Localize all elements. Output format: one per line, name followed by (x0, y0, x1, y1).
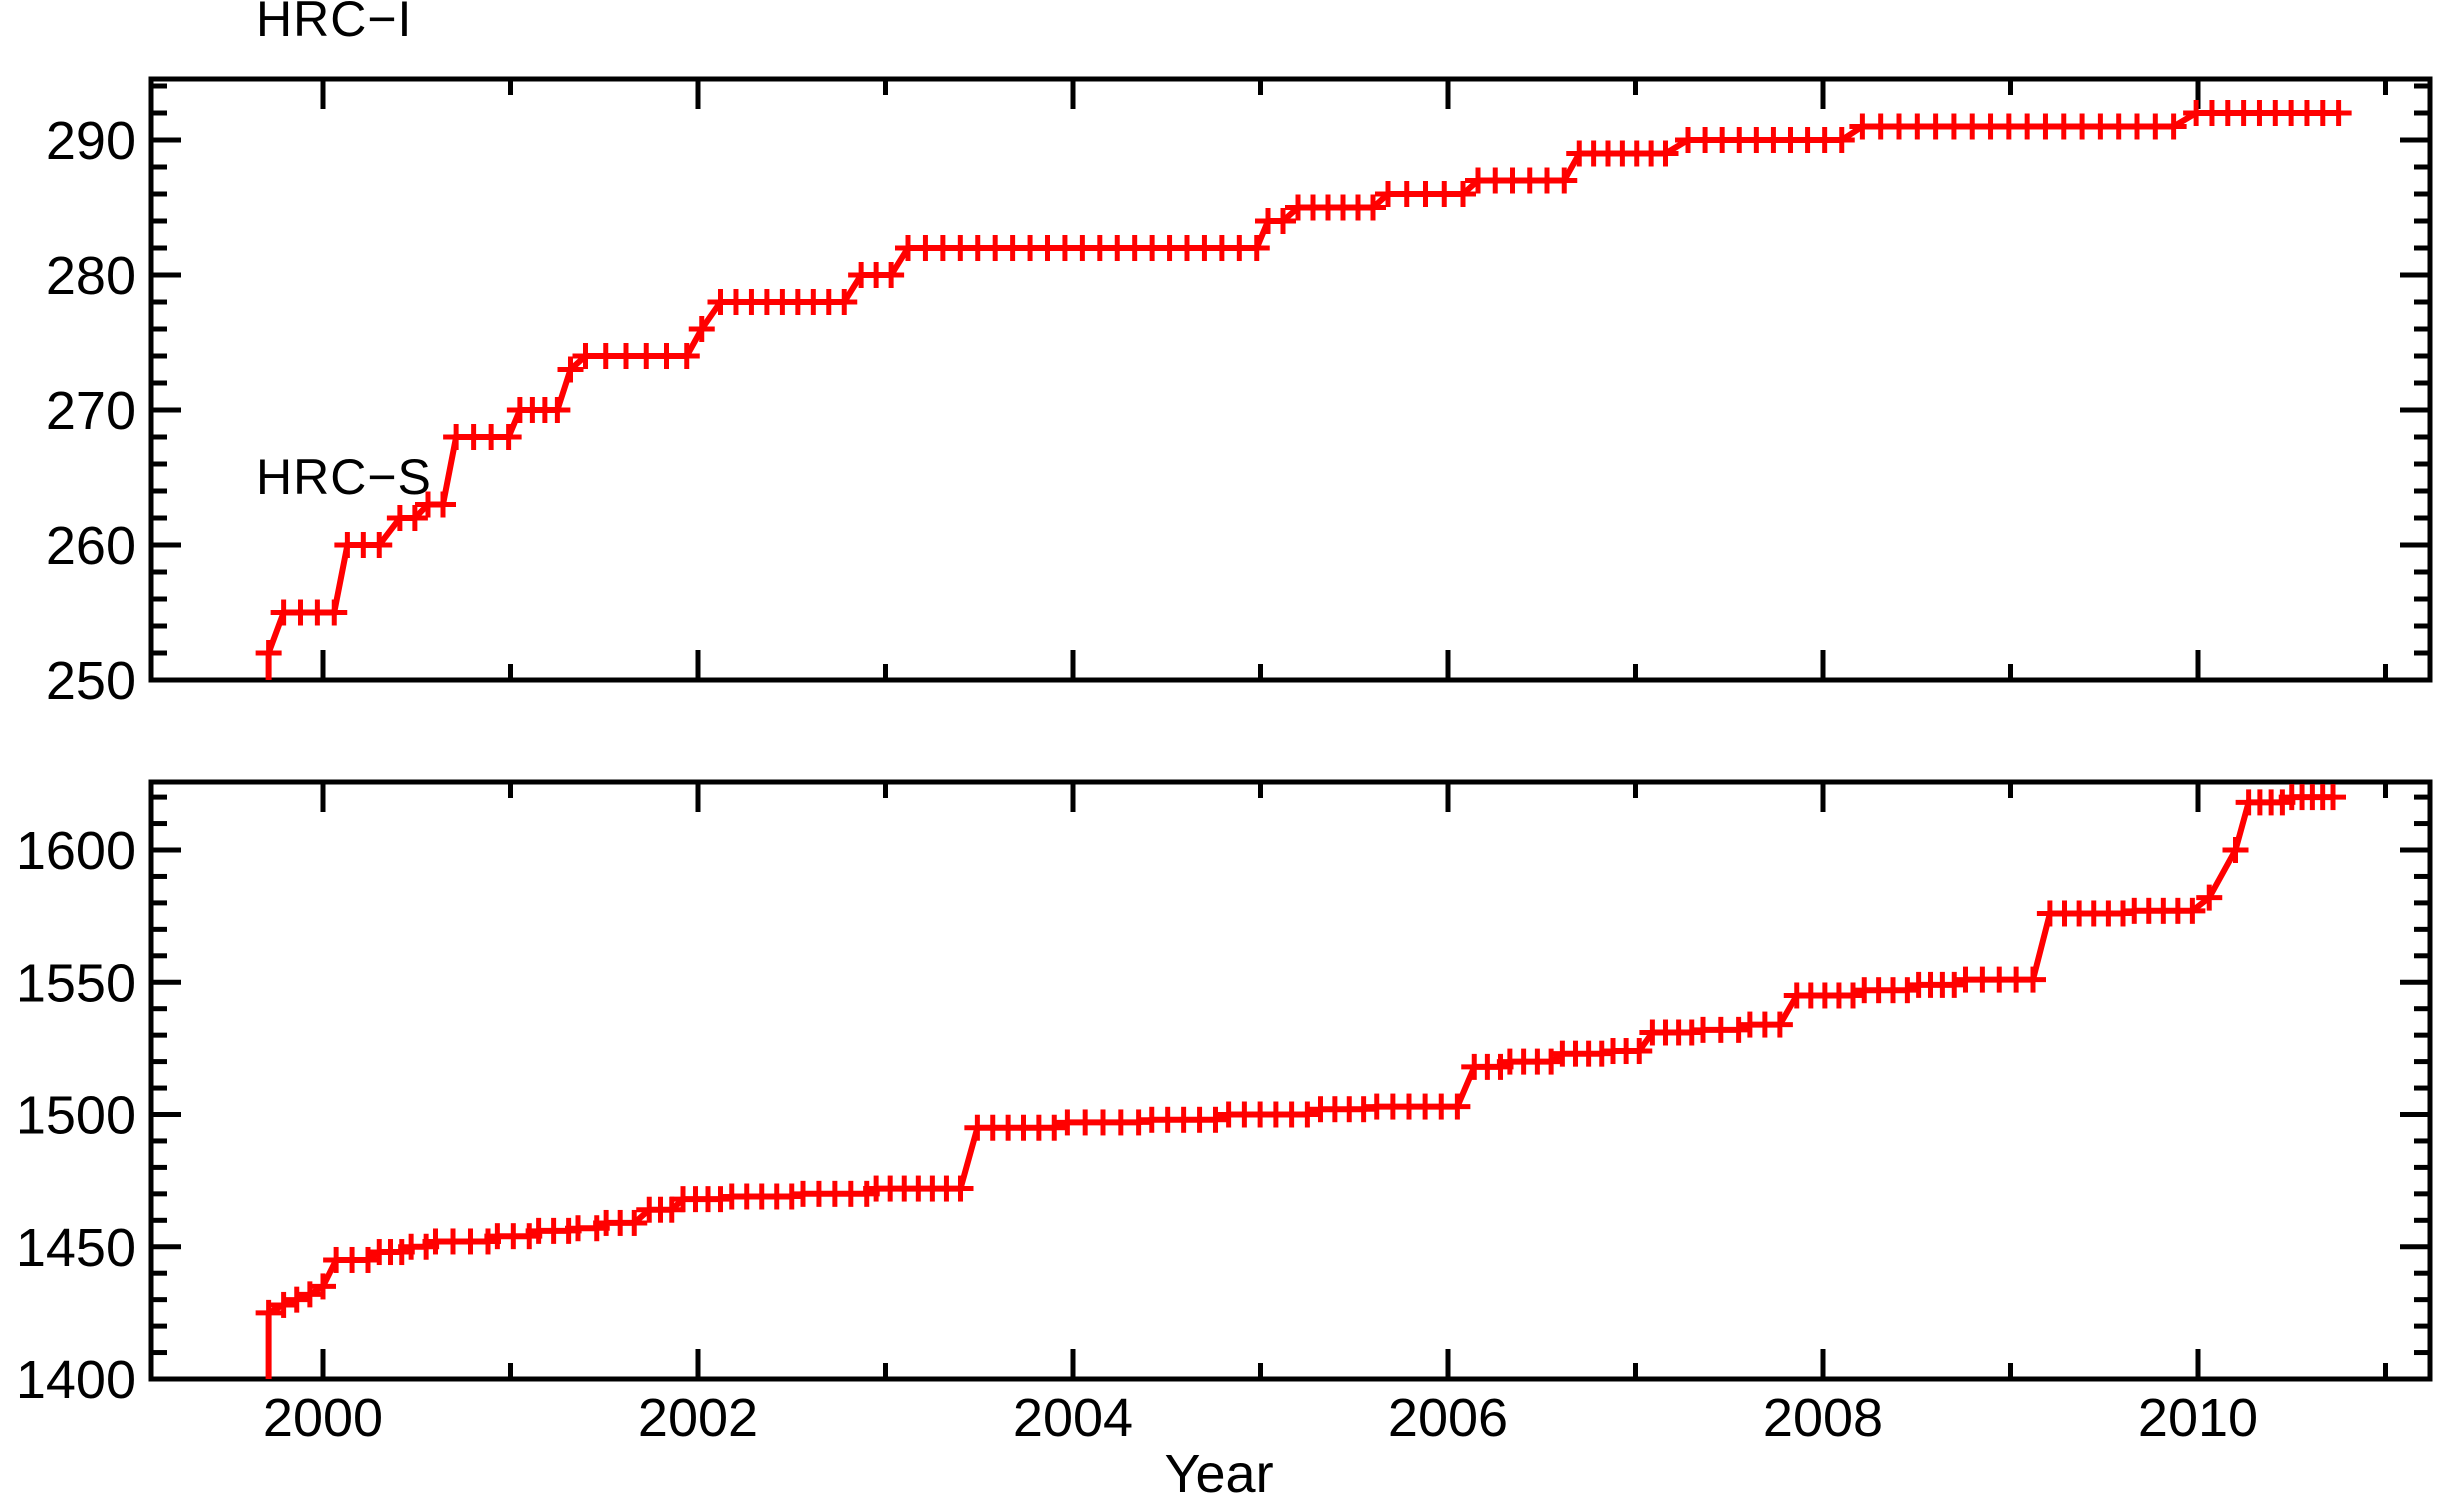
y-tick-label: 1500 (16, 1086, 136, 1146)
x-tick-label: 2008 (1763, 1388, 1883, 1448)
x-tick-label: 2010 (2138, 1388, 2258, 1448)
data-curve (265, 794, 2333, 1379)
y-tick-label: 1450 (16, 1218, 136, 1278)
x-axis-label: Year (1164, 1444, 1274, 1498)
y-tick-labels: 1400 1450 1500 1550 1600 (16, 821, 136, 1410)
axis-ticks (151, 79, 2430, 683)
y-tick-label: 290 (46, 111, 136, 171)
data-markers (255, 784, 2346, 1326)
y-tick-label: 250 (46, 651, 136, 711)
y-tick-label: 280 (46, 246, 136, 306)
x-tick-label: 2006 (1388, 1388, 1508, 1448)
plot-frame (148, 779, 2433, 1382)
chart-title-hrc-i: HRC−I (256, 0, 413, 47)
chart-hrc-s: 1400 1450 1500 1550 1600 2000 2002 2004 2006 2008… (16, 779, 2433, 1448)
data-curve (265, 110, 2339, 680)
y-tick-label: 1550 (16, 953, 136, 1013)
data-markers (255, 100, 2352, 666)
y-tick-labels: 250 260 270 280 290 (46, 111, 136, 711)
chart-hrc-i: 250 260 270 280 290 (46, 76, 2433, 711)
chart-title-hrc-s: HRC−S (256, 449, 432, 505)
x-tick-label: 2002 (638, 1388, 758, 1448)
axis-ticks (151, 782, 2430, 1382)
y-tick-label: 270 (46, 381, 136, 441)
y-tick-label: 1400 (16, 1350, 136, 1410)
plot-frame (148, 76, 2433, 683)
x-tick-label: 2000 (263, 1388, 383, 1448)
x-tick-labels: 2000 2002 2004 2006 2008 2010 (263, 1388, 2258, 1448)
y-tick-label: 260 (46, 516, 136, 576)
y-tick-label: 1600 (16, 821, 136, 881)
x-tick-label: 2004 (1013, 1388, 1133, 1448)
